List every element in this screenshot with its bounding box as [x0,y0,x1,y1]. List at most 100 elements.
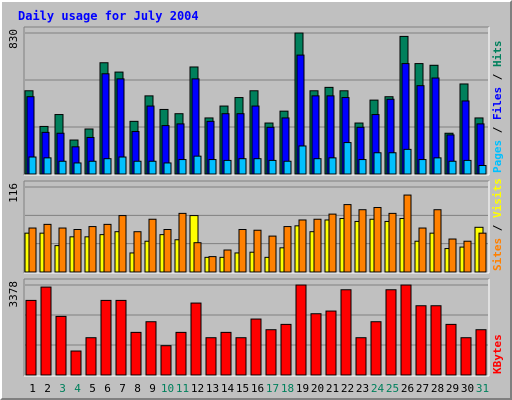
pages-bar [328,157,337,175]
series-label-part: Sites [491,238,504,271]
x-label-day: 11 [176,382,189,395]
sites-bar [28,227,37,273]
kbytes-bar [25,299,37,376]
sites-bar [283,226,292,273]
kbytes-bar [400,284,412,376]
pages-bar [103,158,112,175]
kbytes-bar [250,318,262,376]
series-label: KBytes [491,334,504,374]
series-label-part: KBytes [491,334,504,374]
kbytes-bar [445,323,457,376]
x-label-day: 12 [191,382,204,395]
pages-bar [178,159,187,175]
sites-bar [478,232,487,273]
x-label-day: 15 [236,382,249,395]
sites-bar [268,235,277,273]
kbytes-bar [280,323,292,376]
x-label-day: 9 [149,382,156,395]
x-label-day: 6 [104,382,111,395]
sites-bar [448,238,457,273]
pages-bar [388,152,397,175]
x-label-day: 4 [74,382,81,395]
pages-bar [238,158,247,175]
series-label-part: / [491,218,504,238]
x-label-day: 23 [356,382,369,395]
kbytes-bar [100,299,112,376]
pages-bar [298,145,307,175]
pages-bar [193,155,202,175]
kbytes-bar [220,331,232,376]
series-label: Sites / Visits [491,178,504,271]
pages-bar [478,165,487,175]
x-label-day: 3 [59,382,66,395]
pages-bar [373,152,382,175]
x-label-day: 1 [29,382,36,395]
kbytes-bar [115,299,127,376]
x-label-day: 29 [446,382,459,395]
kbytes-bar [130,331,142,376]
kbytes-bar [70,350,82,376]
x-label-day: 7 [119,382,126,395]
kbytes-bar [85,337,97,376]
kbytes-bar [475,329,487,376]
x-label-day: 27 [416,382,429,395]
kbytes-bar [175,331,187,376]
sites-bar [88,226,97,273]
x-label-day: 30 [461,382,474,395]
x-label-day: 21 [326,382,339,395]
sites-bar [148,218,157,273]
chart-panels: 830 Pages / Files / Hits 116 Sites / Visits… [7,26,504,377]
sites-bar [223,249,232,273]
pages-bar [208,159,217,175]
x-label-day: 14 [221,382,235,395]
x-axis-labels: 1 2 3 4 5 6 7 8 9 10 11 12 13 14 15 16 17 18 19 20 21 22 23 24 2… [29,382,489,395]
x-label-day: 8 [134,382,141,395]
sites-bar [313,218,322,273]
sites-bar [73,229,82,273]
pages-bar [418,159,427,175]
x-label-day: 26 [401,382,414,395]
y-max-label: 3378 [7,281,20,308]
kbytes-bar [205,337,217,376]
pages-bar [253,158,262,175]
series-label: Pages / Files / Hits [491,41,504,174]
pages-bar [223,159,232,175]
sites-bar [178,212,187,273]
x-label-day: 22 [341,382,354,395]
x-label-day: 31 [476,382,489,395]
kbytes-bar [160,345,172,376]
chart-title: Daily usage for July 2004 [18,9,199,23]
kbytes-bar [460,337,472,376]
x-label-day: 20 [311,382,324,395]
sites-bar [343,204,352,273]
sites-bar [328,213,337,273]
sites-bar [463,240,472,273]
sites-bar [403,194,412,273]
series-label-part: Pages [491,140,504,173]
pages-bar [58,160,67,175]
pages-bar [28,156,37,175]
kbytes-bar [145,321,157,376]
kbytes-bar [355,337,367,376]
pages-bar [283,160,292,175]
kbytes-bar [310,313,322,376]
sites-bar [133,231,142,273]
pages-bar [403,148,412,175]
pages-bar [433,157,442,175]
series-label-part: Hits [491,41,504,68]
x-label-day: 19 [296,382,309,395]
pages-bar [88,160,97,175]
sites-bar [418,227,427,273]
x-label-day: 2 [44,382,51,395]
y-max-label: 830 [7,29,20,49]
kbytes-bar [415,305,427,376]
series-label-part: Visits [491,178,504,218]
x-label-day: 10 [161,382,174,395]
pages-bar [43,157,52,175]
sites-bar [208,256,217,273]
kbytes-bar [190,302,202,376]
sites-bar [373,207,382,273]
sites-bar [163,229,172,273]
pages-bar [463,159,472,175]
